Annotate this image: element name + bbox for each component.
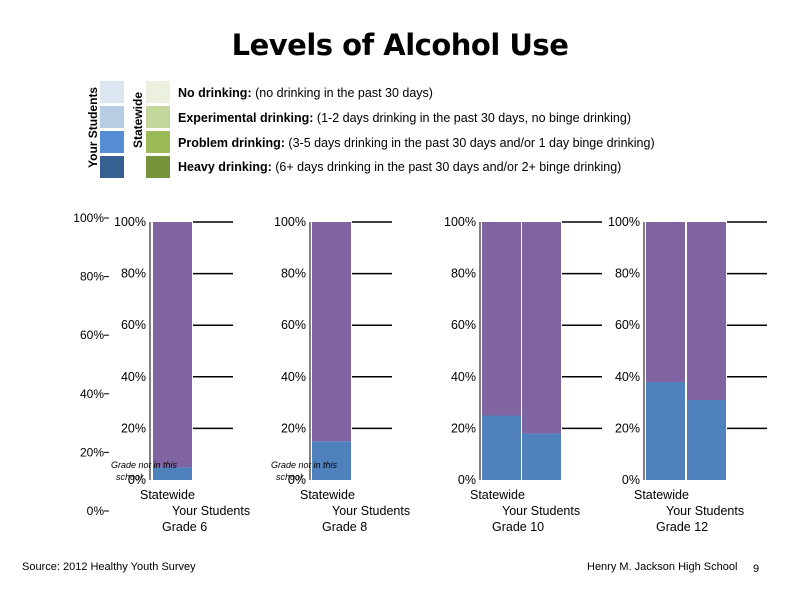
y-tick-label: 100% — [444, 215, 476, 229]
category-label: Statewide — [470, 488, 525, 502]
legend-swatch-state-problem — [146, 131, 170, 153]
y-tick-label: 40% — [615, 370, 640, 384]
bar-lower — [522, 433, 561, 480]
legend-swatch-state-heavy — [146, 156, 170, 178]
legend-item-no-drinking: No drinking: (no drinking in the past 30… — [178, 86, 433, 100]
category-label: Your Students — [666, 504, 744, 518]
source-note: Source: 2012 Healthy Youth Survey — [22, 561, 196, 573]
y-tick-label: 20% — [281, 421, 306, 435]
y-tick-label: 60% — [121, 318, 146, 332]
bar-lower — [687, 400, 726, 480]
y-tick-label: 60% — [451, 318, 476, 332]
bar-lower — [482, 415, 521, 480]
y-tick-label: 0% — [128, 473, 146, 487]
legend-swatch-state-experimental — [146, 106, 170, 128]
y-tick-label: 80% — [615, 267, 640, 281]
legend-item-desc: (1-2 days drinking in the past 30 days, … — [313, 111, 632, 125]
bar-upper — [312, 222, 351, 442]
category-label: Your Students — [502, 504, 580, 518]
grade-note: school — [116, 472, 143, 482]
y-tick-label: 100% — [114, 215, 146, 229]
outer-y-tick-label: 100% — [73, 211, 104, 225]
bar-upper — [522, 222, 561, 434]
y-tick-label: 80% — [451, 267, 476, 281]
bar-upper — [687, 222, 726, 401]
y-tick-label: 80% — [281, 267, 306, 281]
y-tick-label: 40% — [121, 370, 146, 384]
category-label: Statewide — [300, 488, 355, 502]
grade-note: school — [276, 472, 303, 482]
legend-item-name: Problem drinking: — [178, 136, 285, 150]
bar-lower — [646, 381, 685, 480]
category-label: Your Students — [172, 504, 250, 518]
grade-note: Grade not in this — [271, 460, 338, 470]
y-tick-label: 100% — [274, 215, 306, 229]
legend-item-desc: (no drinking in the past 30 days) — [251, 86, 433, 100]
grade-label: Grade 10 — [492, 520, 544, 534]
bar-upper — [646, 222, 685, 382]
outer-y-tick-label: 80% — [80, 270, 104, 284]
grade-label: Grade 12 — [656, 520, 708, 534]
legend-swatch-your-experimental — [100, 106, 124, 128]
school-name: Henry M. Jackson High School — [587, 561, 738, 573]
y-tick-label: 0% — [622, 473, 640, 487]
y-tick-label: 40% — [451, 370, 476, 384]
y-tick-label: 40% — [281, 370, 306, 384]
legend-item-name: Heavy drinking: — [178, 160, 272, 174]
y-tick-label: 80% — [121, 267, 146, 281]
grade-note: Grade not in this — [111, 460, 178, 470]
legend-swatch-your-problem — [100, 131, 124, 153]
y-tick-label: 60% — [615, 318, 640, 332]
outer-y-tick-label: 60% — [80, 328, 104, 342]
y-tick-label: 20% — [615, 421, 640, 435]
bar-upper — [482, 222, 521, 416]
legend-swatch-state-no — [146, 81, 170, 103]
y-tick-label: 60% — [281, 318, 306, 332]
legend-item-desc: (6+ days drinking in the past 30 days an… — [271, 160, 622, 174]
legend-item-problem-drinking: Problem drinking: (3-5 days drinking in … — [178, 136, 655, 150]
outer-y-tick-label: 20% — [80, 445, 104, 459]
category-label: Statewide — [634, 488, 689, 502]
legend-swatch-your-heavy — [100, 156, 124, 178]
legend-item-desc: (3-5 days drinking in the past 30 days a… — [284, 136, 655, 150]
legend-item-name: Experimental drinking: — [178, 111, 314, 125]
category-label: Statewide — [140, 488, 195, 502]
outer-y-tick-label: 40% — [80, 387, 104, 401]
bar-upper — [153, 222, 192, 468]
legend-item-heavy-drinking: Heavy drinking: (6+ days drinking in the… — [178, 160, 621, 174]
page-number: 9 — [753, 563, 760, 575]
y-tick-label: 100% — [608, 215, 640, 229]
y-tick-label: 0% — [458, 473, 476, 487]
grade-label: Grade 8 — [322, 520, 367, 534]
y-tick-label: 0% — [288, 473, 306, 487]
y-tick-label: 20% — [451, 421, 476, 435]
outer-y-tick-label: 0% — [87, 504, 105, 518]
legend-item-name: No drinking: — [178, 86, 252, 100]
y-tick-label: 20% — [121, 421, 146, 435]
bar-lower — [312, 441, 351, 480]
legend-swatch-your-no — [100, 81, 124, 103]
legend-item-experimental-drinking: Experimental drinking: (1-2 days drinkin… — [178, 111, 631, 125]
bar-lower — [153, 467, 192, 480]
grade-label: Grade 6 — [162, 520, 207, 534]
category-label: Your Students — [332, 504, 410, 518]
page-title: Levels of Alcohol Use — [231, 28, 569, 62]
